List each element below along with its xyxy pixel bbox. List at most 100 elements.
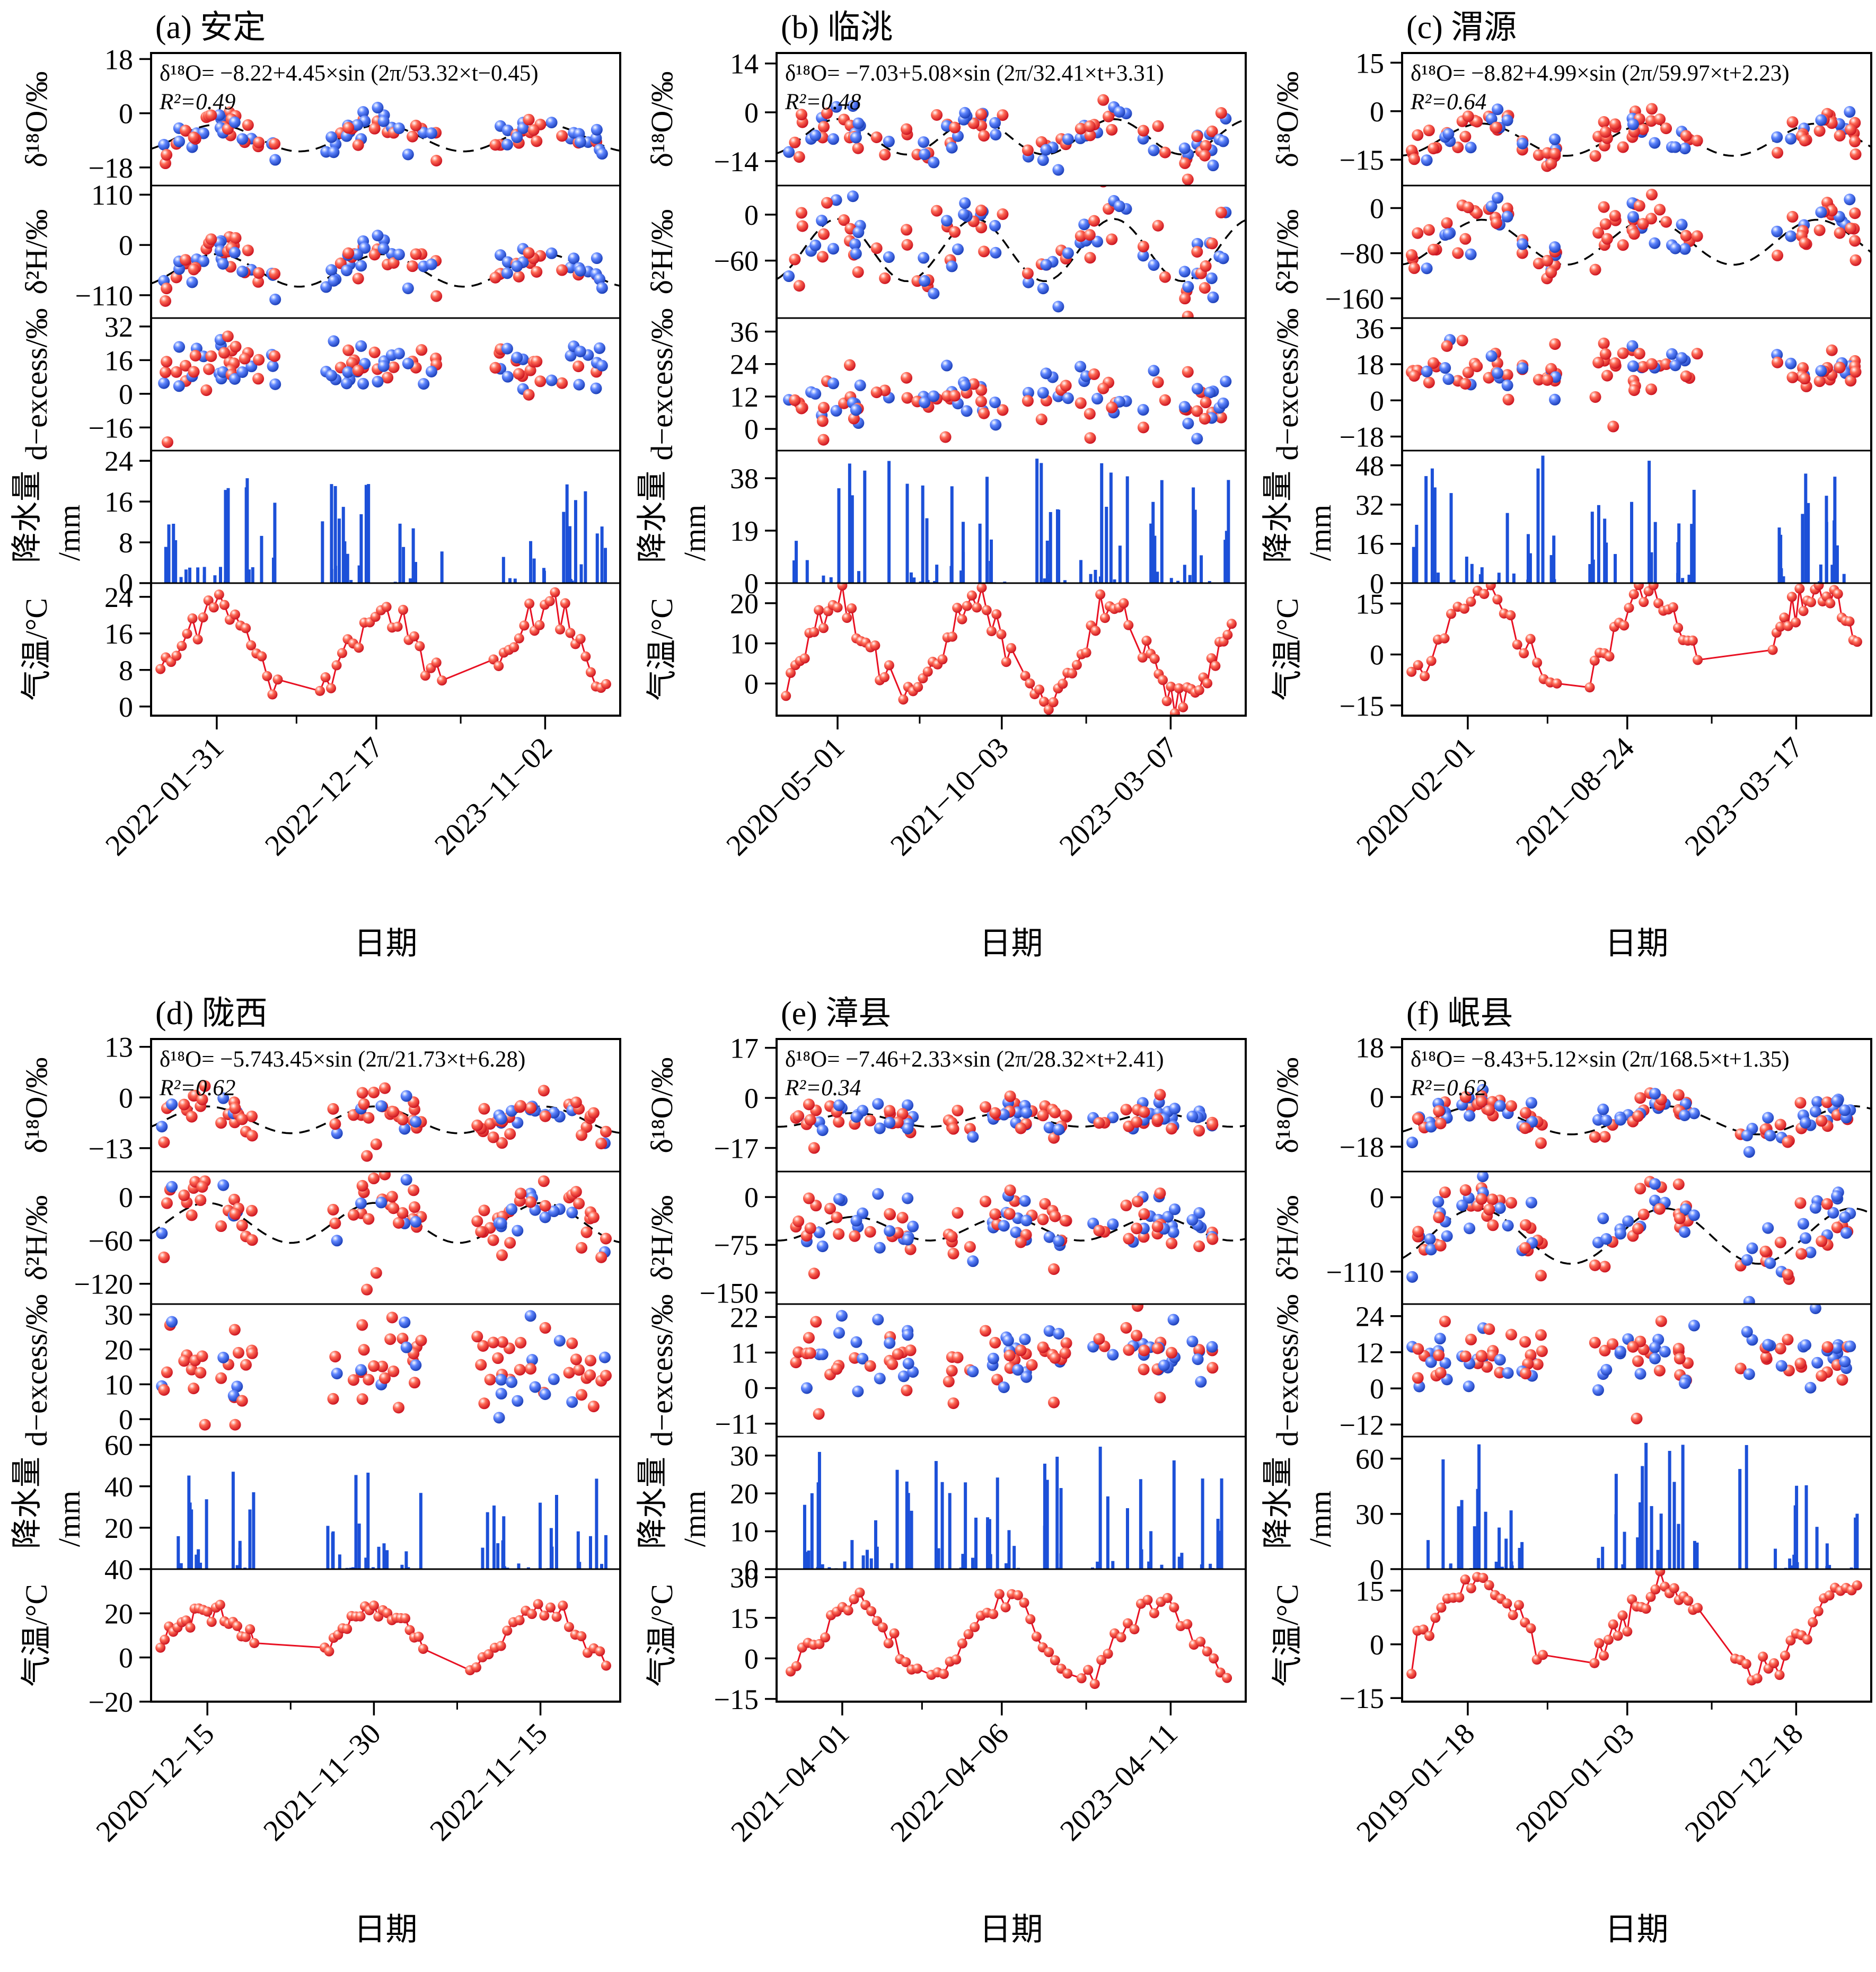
data-point bbox=[430, 154, 443, 166]
precip-bar bbox=[905, 1481, 909, 1569]
data-point bbox=[1074, 122, 1087, 135]
data-point bbox=[397, 1333, 409, 1345]
precip-bar bbox=[1089, 574, 1093, 583]
precip-bar bbox=[364, 485, 368, 583]
fit-curve bbox=[1402, 218, 1871, 266]
precip-bar bbox=[1498, 1527, 1501, 1569]
data-point bbox=[161, 356, 173, 368]
temp-point bbox=[576, 1631, 587, 1642]
y-tick-label: −75 bbox=[714, 1229, 759, 1261]
precip-bar bbox=[1043, 1561, 1047, 1569]
data-point bbox=[228, 247, 241, 259]
precip-bar bbox=[1209, 1563, 1212, 1569]
data-point bbox=[1206, 1341, 1218, 1353]
y-tick-label: 0 bbox=[1370, 193, 1384, 225]
data-point bbox=[1609, 357, 1621, 369]
x-tick-label: 2023−04−11 bbox=[1054, 1717, 1184, 1847]
precip-bar bbox=[503, 1566, 506, 1569]
data-point bbox=[506, 1203, 518, 1216]
data-point bbox=[1679, 243, 1691, 255]
precip-bar bbox=[1505, 513, 1509, 583]
temp-point bbox=[1034, 684, 1045, 695]
data-point bbox=[978, 130, 990, 142]
x-tick-label: 2019−01−18 bbox=[1350, 1717, 1481, 1848]
data-point bbox=[471, 1215, 483, 1227]
precip-bar bbox=[1672, 1482, 1676, 1569]
data-point bbox=[393, 348, 405, 360]
y-tick-label: 22 bbox=[730, 1301, 759, 1333]
panel-e: (e) 漳县170−17δ¹⁸O/‰0−75−150δ²H/‰22110−11d… bbox=[635, 996, 1247, 1947]
data-point bbox=[478, 1204, 490, 1217]
data-point bbox=[1462, 110, 1474, 122]
data-point bbox=[1525, 1349, 1537, 1361]
temp-point bbox=[246, 640, 257, 650]
data-point bbox=[347, 1374, 359, 1386]
precip-bar bbox=[1079, 560, 1083, 583]
data-point bbox=[1182, 281, 1194, 293]
temp-point bbox=[1129, 1624, 1140, 1634]
precip-bar bbox=[1659, 1513, 1663, 1569]
y-tick-label: 0 bbox=[119, 1404, 133, 1436]
data-point bbox=[1199, 149, 1211, 162]
data-point bbox=[821, 197, 833, 209]
temp-point bbox=[1090, 626, 1101, 636]
data-point bbox=[410, 1216, 422, 1228]
data-point bbox=[196, 1094, 208, 1106]
y-tick-label: −80 bbox=[1340, 238, 1384, 270]
precip-bar bbox=[1494, 1561, 1498, 1569]
precip-bar bbox=[1745, 1445, 1748, 1569]
data-point bbox=[1483, 1203, 1495, 1216]
precip-bar bbox=[1788, 1558, 1792, 1569]
data-point bbox=[1059, 1110, 1071, 1122]
data-point bbox=[1649, 1088, 1661, 1100]
data-point bbox=[1423, 376, 1435, 389]
temp-point bbox=[1413, 660, 1423, 671]
data-point bbox=[587, 1211, 600, 1223]
data-point bbox=[1084, 432, 1096, 444]
data-point bbox=[368, 346, 381, 358]
data-point bbox=[1809, 1304, 1821, 1314]
data-point bbox=[1831, 1342, 1843, 1354]
outlier-point bbox=[1607, 420, 1619, 433]
temp-point bbox=[847, 603, 857, 614]
x-tick-label: 2020−01−03 bbox=[1510, 1717, 1641, 1848]
data-point bbox=[1193, 1240, 1205, 1252]
data-point bbox=[352, 364, 364, 376]
temp-point bbox=[337, 648, 347, 658]
y-tick-label: 36 bbox=[1355, 313, 1384, 345]
data-point bbox=[1759, 1245, 1772, 1257]
data-point bbox=[215, 1220, 227, 1232]
precip-bar bbox=[985, 477, 989, 583]
r-squared: R²=0.49 bbox=[159, 90, 235, 115]
y-tick-label: 48 bbox=[1355, 450, 1384, 482]
data-point bbox=[188, 263, 200, 276]
data-point bbox=[1669, 141, 1681, 153]
data-point bbox=[789, 136, 801, 148]
temp-point bbox=[585, 667, 596, 677]
data-point bbox=[410, 248, 422, 260]
data-point bbox=[1120, 1104, 1132, 1116]
data-point bbox=[1598, 201, 1610, 213]
data-point bbox=[852, 226, 865, 239]
data-point bbox=[545, 117, 558, 129]
temp-point bbox=[947, 631, 957, 642]
data-point bbox=[1772, 147, 1784, 159]
data-point bbox=[1816, 1370, 1828, 1382]
temp-point bbox=[1048, 697, 1059, 708]
data-point bbox=[253, 267, 265, 279]
data-point bbox=[186, 1363, 198, 1376]
precip-bar bbox=[331, 1533, 334, 1569]
temp-point bbox=[526, 1609, 537, 1619]
data-point bbox=[1804, 1246, 1817, 1258]
r-squared: R²=0.62 bbox=[1410, 1076, 1486, 1101]
data-point bbox=[402, 357, 414, 369]
data-point bbox=[1020, 1371, 1033, 1383]
data-point bbox=[1649, 1178, 1661, 1190]
data-point bbox=[1600, 1233, 1613, 1245]
data-point bbox=[327, 1203, 339, 1216]
data-point bbox=[1162, 1211, 1174, 1223]
data-point bbox=[1412, 1113, 1424, 1125]
data-point bbox=[1849, 366, 1862, 378]
precip-bar bbox=[1125, 476, 1129, 583]
data-point bbox=[397, 1113, 409, 1125]
